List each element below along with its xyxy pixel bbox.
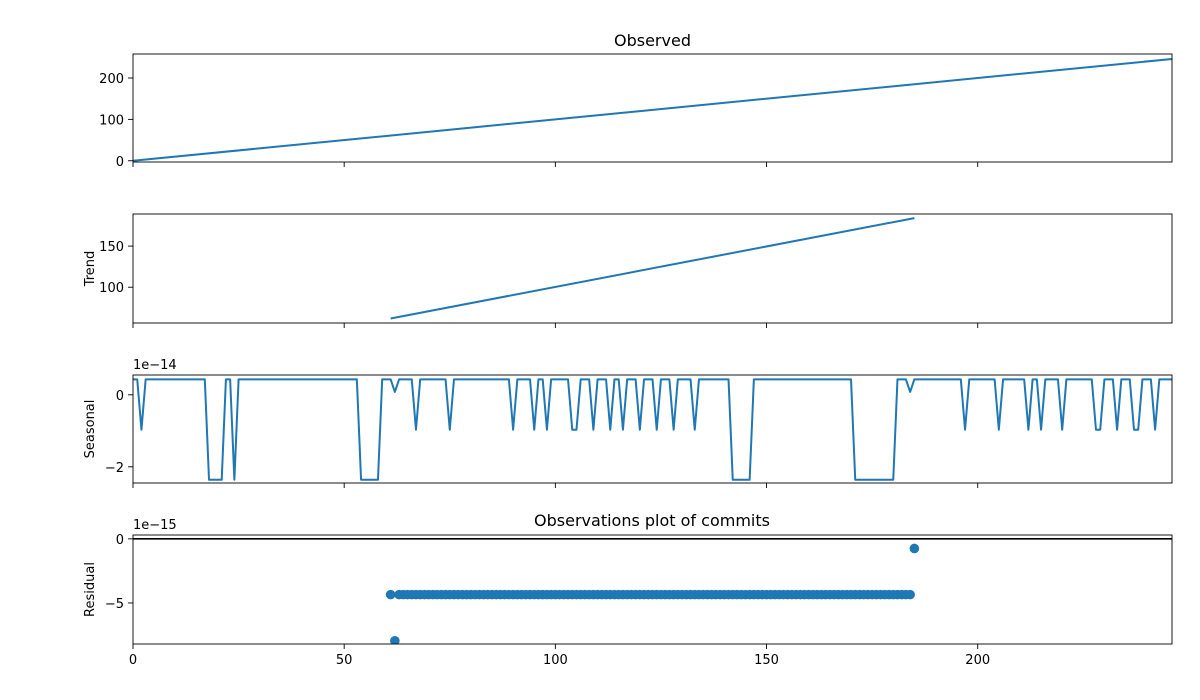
plot-area: [133, 57, 1172, 162]
seasonal-panel: 0 −2 Seasonal 1e−14: [83, 358, 1173, 488]
x-tick-label: 100: [543, 653, 568, 668]
residual-point: [905, 589, 915, 600]
series-line: [133, 57, 1172, 162]
y-tick-label: 150: [99, 240, 124, 255]
axes-frame: [132, 534, 1173, 645]
plot-area: [133, 538, 1172, 644]
y-tick-label: 200: [99, 72, 124, 87]
residual-point: [385, 589, 396, 600]
x-tick-label: 200: [965, 653, 990, 668]
y-tick-label: 0: [116, 533, 124, 548]
y-tick-label: −5: [105, 597, 124, 612]
y-axis-label: Seasonal: [83, 400, 98, 459]
y-axis-label: Trend: [83, 251, 98, 288]
y-tick-label: −2: [105, 461, 124, 476]
seasonal-line: [133, 378, 1172, 481]
y-tick-label: 100: [99, 281, 124, 296]
y-tick-label: 100: [99, 113, 124, 128]
plot-area: [133, 378, 1172, 481]
axes-frame: [132, 213, 1173, 324]
offset-text: 1e−14: [133, 358, 177, 373]
y-tick-label: 0: [116, 389, 124, 404]
x-tick-label: 150: [754, 653, 779, 668]
y-tick-label: 0: [116, 155, 124, 170]
series-line: [390, 217, 915, 320]
residual-point: [909, 543, 920, 554]
axes-frame: [132, 374, 1173, 484]
figure-title: Observations plot of commits: [534, 511, 770, 530]
residual-point: [390, 635, 400, 644]
y-axis-label: Residual: [83, 562, 98, 617]
observed-panel: 0 100 200 Observed: [99, 31, 1173, 170]
residual-panel: 0 50 100 150 200 0 −5 Residual 1e−15: [83, 518, 1173, 668]
plot-area: [390, 217, 915, 320]
x-tick-label: 0: [129, 653, 137, 668]
x-tick-label: 50: [336, 653, 353, 668]
panel-title: Observed: [614, 31, 691, 50]
axes-frame: [132, 53, 1173, 163]
offset-text: 1e−15: [133, 518, 177, 533]
